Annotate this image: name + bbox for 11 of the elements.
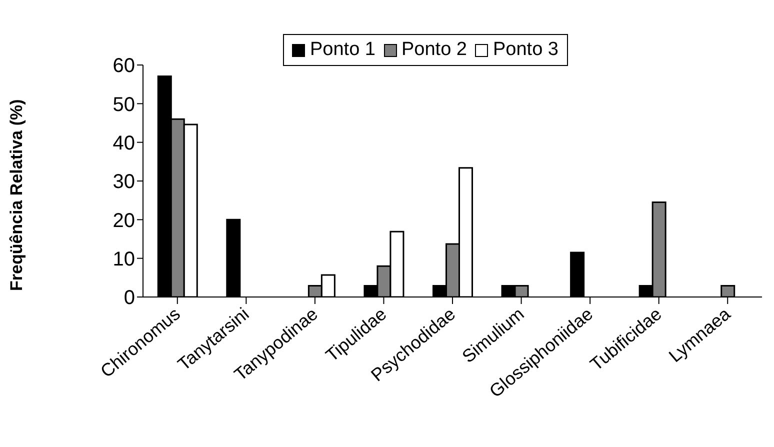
y-tick-label: 60 [112, 55, 135, 78]
y-tick-label: 50 [112, 94, 135, 116]
legend-label: Ponto 3 [492, 39, 558, 61]
legend-label: Ponto 1 [309, 39, 376, 61]
y-tick-label: 10 [112, 248, 135, 270]
y-tick-label: 40 [112, 132, 135, 154]
y-axis-title: Freqüência Relativa (%) [7, 99, 26, 291]
y-tick-label: 30 [112, 171, 135, 194]
y-tick-label: 0 [124, 287, 135, 310]
y-tick-label: 20 [112, 210, 135, 232]
legend-label: Ponto 2 [400, 39, 467, 61]
